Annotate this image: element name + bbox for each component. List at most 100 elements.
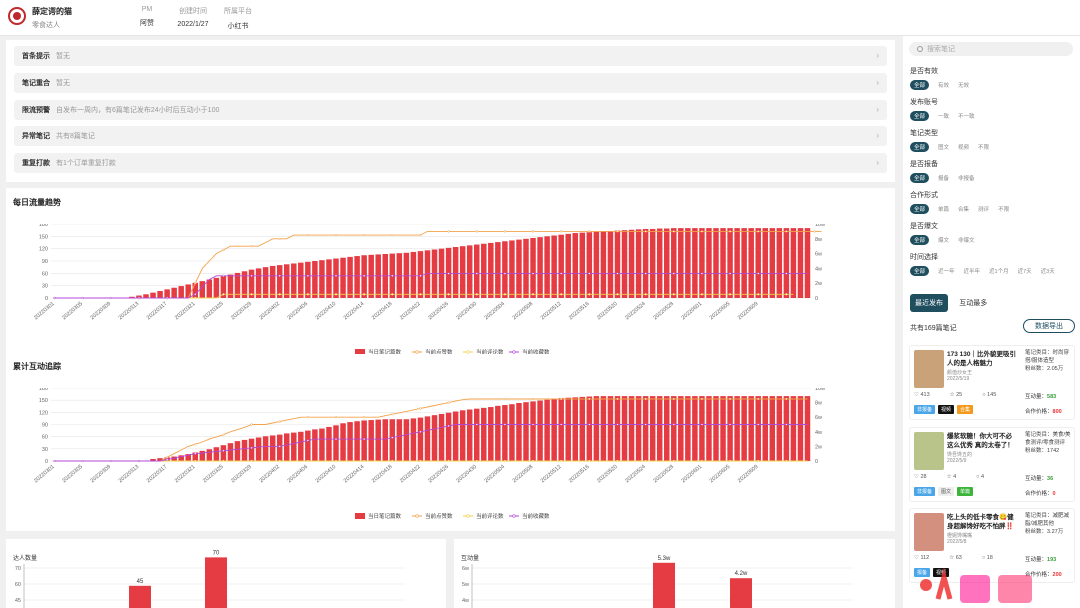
bar bbox=[755, 396, 761, 461]
note-card[interactable]: 爆浆软糖！你大可不必这么优秀 真的太卷了！ 馋吾馋五的 2022/5/9 笔记类… bbox=[909, 427, 1075, 502]
filter-option[interactable]: 有效 bbox=[938, 83, 950, 89]
bar bbox=[790, 228, 797, 298]
price-value: 200 bbox=[1052, 572, 1062, 578]
filter-option[interactable]: 全部 bbox=[910, 266, 930, 276]
y-tick-label: 150 bbox=[39, 398, 48, 404]
filter-option[interactable]: 视频 bbox=[958, 145, 970, 151]
bar bbox=[199, 450, 206, 461]
bar bbox=[544, 399, 550, 461]
bar bbox=[685, 228, 691, 298]
series-point bbox=[813, 230, 816, 233]
y-tick-label: 70 bbox=[15, 566, 21, 572]
search-input[interactable]: 搜索笔记 bbox=[909, 42, 1073, 56]
series-point bbox=[644, 459, 647, 463]
heart-count[interactable]: ♡ 112 bbox=[914, 555, 929, 561]
series-point bbox=[391, 233, 394, 237]
filter-option[interactable]: 近一年 bbox=[938, 269, 955, 275]
alert-row-abnormal[interactable]: 异常笔记 共有8篇笔记 › bbox=[14, 126, 887, 147]
note-side-info: 笔记类目：美食/美食测评/零食测评 粉丝数：1742 bbox=[1025, 431, 1073, 455]
series-point bbox=[194, 459, 197, 463]
filter-option[interactable]: 合集 bbox=[958, 207, 970, 213]
stat-value: 28 bbox=[920, 474, 927, 480]
star-count[interactable]: ☆ 63 bbox=[949, 555, 962, 561]
note-card[interactable]: 吃上头的低卡零食😋健身超解馋好吃不怕胖‼️ 橙妮馋嘴嘴 2022/5/8 笔记类… bbox=[909, 508, 1075, 583]
filter-option[interactable]: 单篇 bbox=[938, 207, 950, 213]
bar bbox=[192, 282, 199, 298]
x-tick-label: 20220512 bbox=[540, 464, 563, 484]
note-tag: 非报备 bbox=[914, 405, 936, 414]
filter-option[interactable]: 全部 bbox=[910, 204, 930, 214]
series-point bbox=[334, 416, 338, 419]
filter-option[interactable]: 全部 bbox=[910, 142, 930, 152]
bar bbox=[621, 230, 628, 298]
avatar[interactable] bbox=[8, 7, 26, 25]
legend-swatch-dot bbox=[512, 350, 516, 354]
export-button[interactable]: 数据导出 bbox=[1023, 319, 1075, 333]
filter-option[interactable]: 无效 bbox=[958, 83, 970, 89]
comment-icon: ○ bbox=[976, 474, 981, 480]
star-count[interactable]: ☆ 25 bbox=[950, 392, 963, 398]
bar bbox=[614, 396, 621, 461]
bar bbox=[730, 578, 752, 608]
bar bbox=[537, 400, 543, 461]
filter-option[interactable]: 测评 bbox=[978, 207, 990, 213]
bar bbox=[276, 434, 283, 461]
filter-option[interactable]: 近3天 bbox=[1040, 269, 1055, 275]
comment-count[interactable]: ○ 4 bbox=[976, 474, 984, 480]
alert-row-duplicate[interactable]: 重复打款 有1个订单重复打款 › bbox=[14, 153, 887, 174]
tab-recent[interactable]: 最近发布 bbox=[910, 294, 948, 312]
filter-option[interactable]: 非爆文 bbox=[958, 238, 975, 244]
bar bbox=[255, 437, 262, 461]
legend-label: 当前评论数 bbox=[476, 512, 504, 520]
series-point bbox=[588, 293, 591, 296]
tab-most-interaction[interactable]: 互动最多 bbox=[959, 300, 988, 307]
filter-option[interactable]: 全部 bbox=[910, 111, 930, 121]
alert-row-overlap[interactable]: 笔记重合 暂无 › bbox=[14, 72, 887, 93]
y2-tick-label: 2w bbox=[815, 444, 822, 450]
series-point bbox=[644, 272, 647, 275]
series-point bbox=[137, 459, 141, 463]
interaction-label: 互动量： bbox=[1025, 557, 1048, 563]
series-point bbox=[531, 230, 535, 233]
bar bbox=[790, 396, 797, 461]
filter-label: 发布账号 bbox=[910, 99, 938, 106]
filter-option[interactable]: 一致 bbox=[938, 114, 950, 120]
user-name: 薛定谔的猫 bbox=[32, 7, 72, 16]
series-point bbox=[362, 274, 366, 277]
star-count[interactable]: ☆ 4 bbox=[947, 474, 957, 480]
series-point bbox=[672, 459, 675, 463]
comment-count[interactable]: ○ 18 bbox=[982, 555, 993, 561]
comment-count[interactable]: ○ 145 bbox=[982, 392, 996, 398]
filter-option[interactable]: 近7天 bbox=[1017, 269, 1032, 275]
x-tick-label: 20220516 bbox=[568, 301, 591, 321]
y-tick-label: 120 bbox=[39, 247, 48, 253]
alert-row-throttle[interactable]: 限流预警 自发布一周内，有6篇笔记发布24小时后互动小于100 › bbox=[14, 99, 887, 120]
series-point bbox=[560, 423, 563, 426]
series-point bbox=[616, 397, 619, 401]
filter-option[interactable]: 全部 bbox=[910, 80, 930, 90]
bar bbox=[649, 396, 656, 461]
alert-row-first[interactable]: 首条提示 暂无 › bbox=[14, 46, 887, 66]
sort-tabs: 最近发布 互动最多 bbox=[910, 294, 996, 312]
stat-value: 18 bbox=[986, 555, 993, 561]
filter-option[interactable]: 不限 bbox=[978, 145, 990, 151]
filter-option[interactable]: 全部 bbox=[910, 173, 930, 183]
bar bbox=[593, 396, 600, 461]
filter-option[interactable]: 不一致 bbox=[958, 114, 975, 120]
filter-options: 全部 有效 无效 bbox=[910, 80, 1075, 90]
filter-option[interactable]: 全部 bbox=[910, 235, 930, 245]
heart-count[interactable]: ♡ 413 bbox=[914, 392, 930, 398]
filter-option[interactable]: 非报备 bbox=[958, 176, 975, 182]
filter-option[interactable]: 爆文 bbox=[938, 238, 950, 244]
filter-option[interactable]: 近1个月 bbox=[989, 269, 1009, 275]
filter-option[interactable]: 近半年 bbox=[963, 269, 981, 275]
series-point bbox=[672, 397, 675, 401]
y-tick-label: 90 bbox=[42, 423, 48, 429]
heart-count[interactable]: ♡ 28 bbox=[914, 474, 927, 480]
filter-option[interactable]: 图文 bbox=[938, 145, 950, 151]
bar bbox=[776, 228, 783, 298]
filter-option[interactable]: 不限 bbox=[998, 207, 1010, 213]
filter-option[interactable]: 报备 bbox=[938, 176, 950, 182]
note-card[interactable]: 173 130｜比外貌更吸引人的是人格魅力 颜值炒女王 2022/5/19 笔记… bbox=[909, 345, 1075, 420]
star-icon: ☆ bbox=[946, 474, 954, 480]
